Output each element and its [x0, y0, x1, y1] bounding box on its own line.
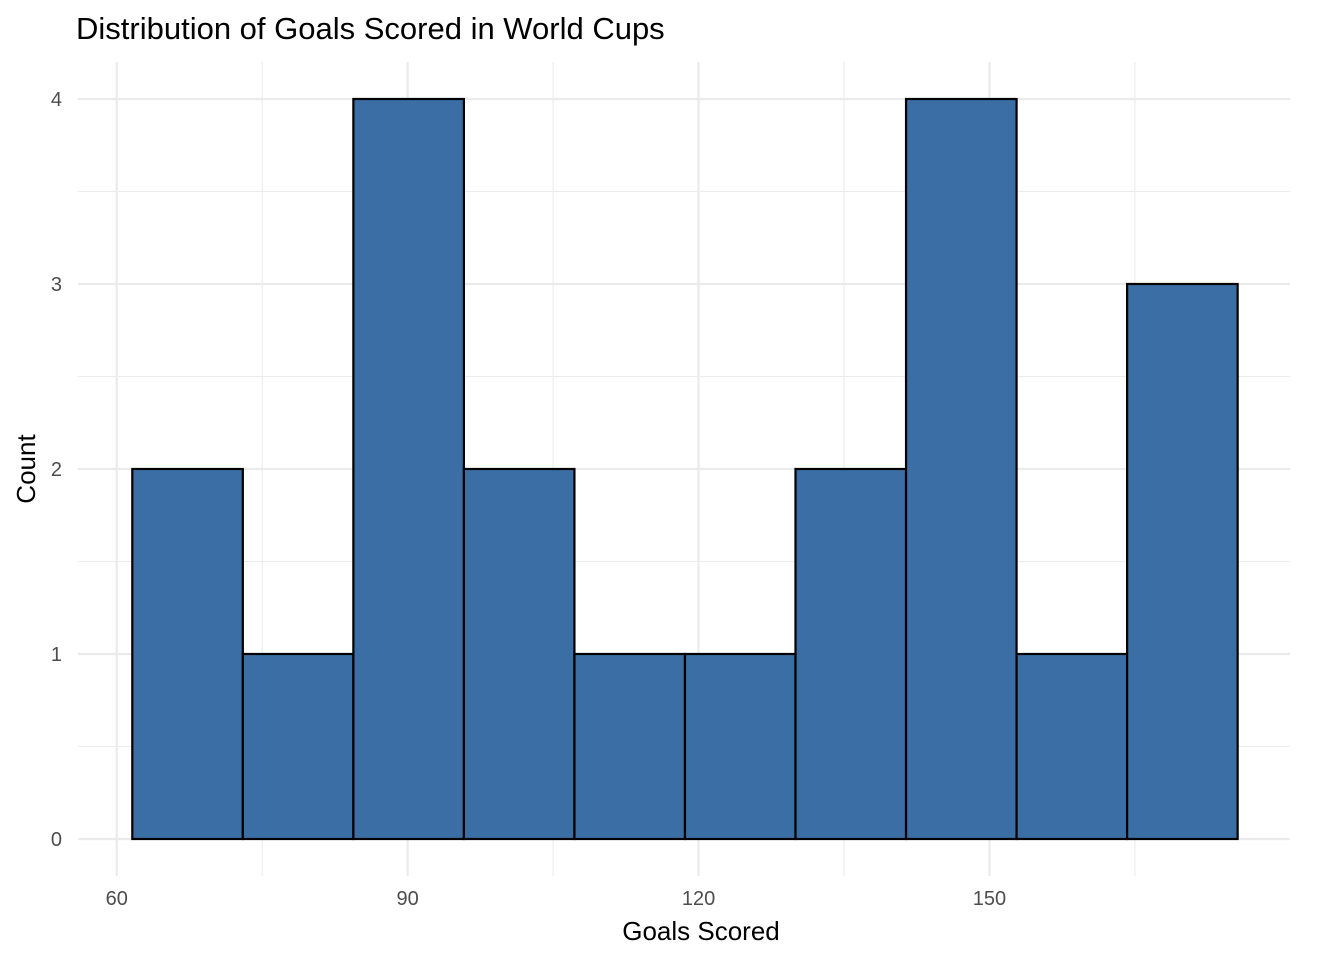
y-tick-label: 2: [51, 459, 62, 481]
x-tick-label: 60: [106, 888, 128, 910]
x-tick-label: 150: [973, 888, 1006, 910]
y-axis-tick-labels: 0 1 2 3 4: [51, 89, 62, 851]
chart-title: Distribution of Goals Scored in World Cu…: [76, 11, 665, 46]
y-tick-label: 1: [51, 644, 62, 666]
y-axis-title: Count: [11, 434, 41, 504]
histogram-bar: [241, 652, 355, 841]
histogram-bar: [904, 97, 1018, 841]
y-tick-label: 0: [51, 829, 62, 851]
histogram-bar: [131, 467, 244, 841]
x-axis-tick-labels: 60 90 120 150: [106, 888, 1006, 910]
x-tick-label: 120: [682, 888, 715, 910]
histogram-bars: [131, 97, 1239, 841]
x-axis-title: Goals Scored: [622, 916, 780, 946]
x-tick-label: 90: [397, 888, 419, 910]
y-tick-label: 3: [51, 274, 62, 296]
histogram-bar: [352, 97, 466, 841]
histogram-bar: [1126, 282, 1239, 841]
histogram-bar: [462, 467, 576, 841]
histogram-bar: [573, 652, 687, 841]
y-tick-label: 4: [51, 89, 62, 111]
histogram-bar: [794, 467, 908, 841]
histogram-bar: [1015, 652, 1129, 841]
histogram-bar: [683, 652, 797, 841]
